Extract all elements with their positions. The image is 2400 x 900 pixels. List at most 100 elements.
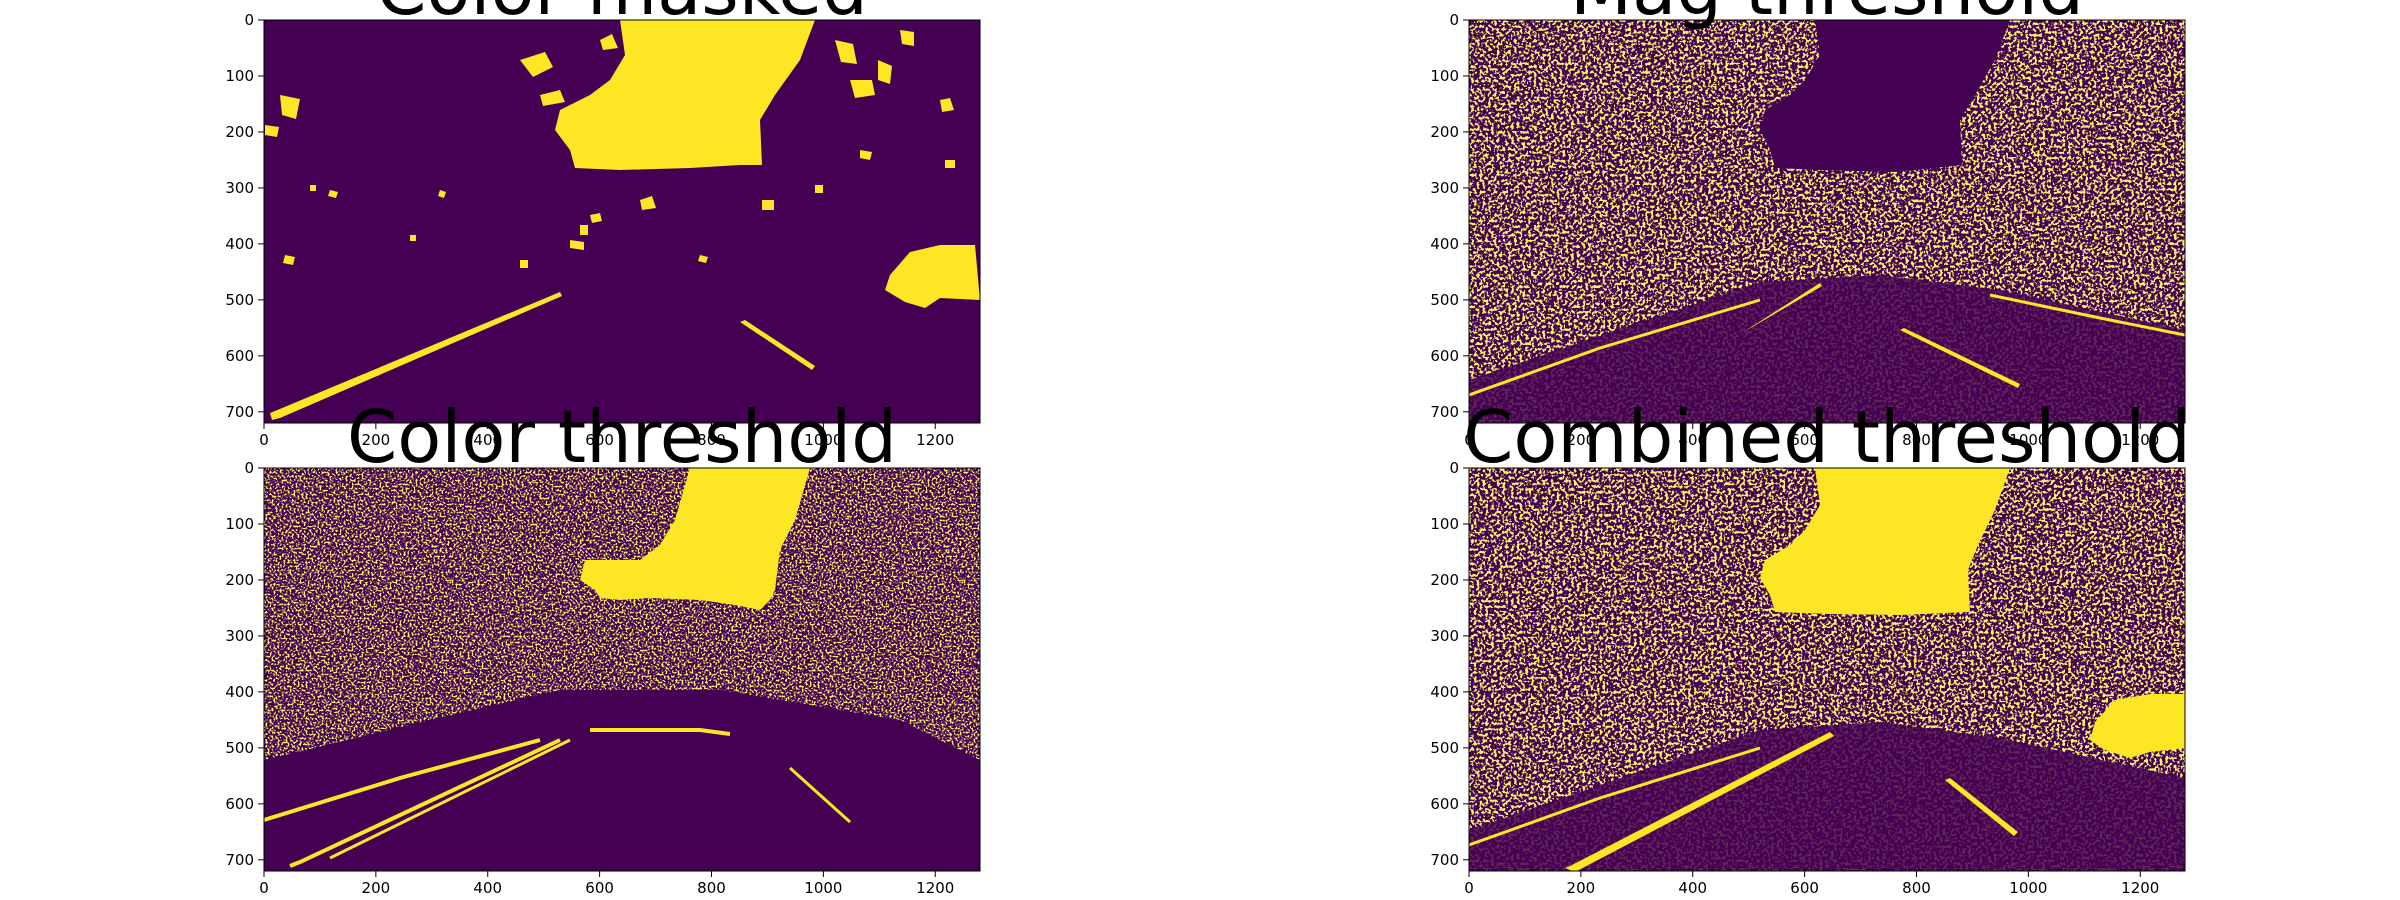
right-lane-line bbox=[788, 766, 852, 824]
panel-image-content bbox=[1469, 468, 2185, 871]
y-tick-label: 0 bbox=[244, 459, 254, 477]
x-tick-label: 1200 bbox=[916, 431, 954, 449]
x-tick-label: 1000 bbox=[2009, 431, 2047, 449]
x-tick-label: 600 bbox=[1790, 879, 1819, 897]
x-tick-label: 200 bbox=[1567, 431, 1596, 449]
y-tick-label: 300 bbox=[225, 179, 254, 197]
y-tick-label: 500 bbox=[225, 739, 254, 757]
y-tick-label: 0 bbox=[244, 11, 254, 29]
y-tick-label: 200 bbox=[225, 123, 254, 141]
right-lane-line bbox=[1945, 778, 2018, 836]
y-tick-label: 200 bbox=[1430, 123, 1459, 141]
panel-frame bbox=[1468, 19, 2186, 424]
x-tick-label: 1200 bbox=[2121, 431, 2159, 449]
panel-image-content bbox=[1469, 20, 2185, 423]
y-tick-label: 400 bbox=[1430, 235, 1459, 253]
road-region bbox=[1469, 722, 2185, 871]
x-tick-label: 200 bbox=[362, 431, 391, 449]
panel-image-content bbox=[264, 468, 980, 871]
y-tick-label: 500 bbox=[1430, 291, 1459, 309]
y-tick-label: 300 bbox=[1430, 627, 1459, 645]
x-axis: 0 200 400 600 800 1000 1200 bbox=[1464, 871, 2159, 897]
panel-combined-threshold: Combined threshold 0 200 400 600 800 1000 1200… bbox=[1430, 395, 2191, 897]
y-tick-label: 100 bbox=[225, 67, 254, 85]
road-edge-right bbox=[1989, 293, 2185, 337]
left-road-edge bbox=[264, 738, 541, 822]
right-lane-line bbox=[740, 320, 815, 370]
y-tick-label: 0 bbox=[1449, 459, 1459, 477]
x-tick-label: 1000 bbox=[804, 879, 842, 897]
car-region bbox=[885, 245, 980, 308]
y-tick-label: 500 bbox=[225, 291, 254, 309]
x-tick-label: 0 bbox=[1464, 879, 1474, 897]
x-axis: 0 200 400 600 800 1000 1200 bbox=[259, 871, 954, 897]
y-tick-label: 600 bbox=[225, 347, 254, 365]
sky-region bbox=[1760, 468, 2010, 615]
y-axis: 0 100 200 300 400 500 600 700 bbox=[1430, 11, 1469, 421]
x-tick-label: 800 bbox=[1902, 431, 1931, 449]
x-tick-label: 1000 bbox=[2009, 879, 2047, 897]
x-tick-label: 0 bbox=[259, 879, 269, 897]
x-tick-label: 800 bbox=[697, 431, 726, 449]
panel-title: Color masked bbox=[376, 0, 868, 31]
y-tick-label: 200 bbox=[1430, 571, 1459, 589]
x-tick-label: 1200 bbox=[2121, 879, 2159, 897]
y-tick-label: 600 bbox=[1430, 795, 1459, 813]
panel-mag-threshold: Mag threshold 0 200 400 600 800 1000 1200 0 100… bbox=[1430, 0, 2186, 449]
panel-title: Combined threshold bbox=[1463, 395, 2191, 479]
y-tick-label: 600 bbox=[1430, 347, 1459, 365]
y-tick-label: 700 bbox=[1430, 851, 1459, 869]
road-region bbox=[1469, 275, 2185, 423]
x-tick-label: 400 bbox=[473, 431, 502, 449]
left-lane-inner bbox=[329, 738, 571, 860]
x-tick-label: 400 bbox=[1678, 431, 1707, 449]
left-lane-line bbox=[1565, 732, 1834, 871]
x-tick-label: 600 bbox=[1790, 431, 1819, 449]
panel-title: Color threshold bbox=[347, 395, 897, 479]
panel-image-content bbox=[265, 20, 980, 420]
y-tick-label: 200 bbox=[225, 571, 254, 589]
y-tick-label: 400 bbox=[225, 235, 254, 253]
x-tick-label: 0 bbox=[1464, 431, 1474, 449]
x-tick-label: 200 bbox=[362, 879, 391, 897]
y-tick-label: 500 bbox=[1430, 739, 1459, 757]
panel-title: Mag threshold bbox=[1570, 0, 2084, 31]
x-tick-label: 400 bbox=[473, 879, 502, 897]
x-tick-label: 800 bbox=[1902, 879, 1931, 897]
x-tick-label: 1000 bbox=[804, 431, 842, 449]
x-tick-label: 800 bbox=[697, 879, 726, 897]
sky-region bbox=[1760, 20, 2010, 172]
road-region bbox=[264, 690, 980, 871]
y-tick-label: 600 bbox=[225, 795, 254, 813]
left-lane-line bbox=[289, 738, 561, 868]
panel-frame bbox=[1468, 467, 2186, 872]
panel-frame bbox=[263, 467, 981, 872]
x-axis: 0 200 400 600 800 1000 1200 bbox=[1464, 423, 2159, 449]
x-tick-label: 600 bbox=[585, 431, 614, 449]
left-lane-line bbox=[270, 292, 562, 420]
x-axis: 0 200 400 600 800 1000 1200 bbox=[259, 423, 954, 449]
sky-region bbox=[580, 468, 810, 610]
road-edge-left bbox=[1469, 298, 1761, 397]
y-tick-label: 100 bbox=[1430, 67, 1459, 85]
car-region bbox=[2090, 694, 2185, 758]
panel-color-masked: Color masked 0 200 400 600 800 1000 1200 0 100 2… bbox=[225, 0, 981, 449]
y-axis: 0 100 200 300 400 500 600 700 bbox=[1430, 459, 1469, 869]
road-edge-left bbox=[1469, 746, 1761, 847]
y-tick-label: 300 bbox=[1430, 179, 1459, 197]
x-tick-label: 600 bbox=[585, 879, 614, 897]
y-tick-label: 700 bbox=[225, 851, 254, 869]
panel-color-threshold: Color threshold 0 200 400 600 800 1000 1200 0 1… bbox=[225, 395, 981, 897]
horizon-line bbox=[590, 728, 731, 736]
x-tick-label: 1200 bbox=[916, 879, 954, 897]
sky-region bbox=[555, 20, 815, 170]
x-tick-label: 200 bbox=[1567, 879, 1596, 897]
x-tick-label: 400 bbox=[1678, 879, 1707, 897]
y-tick-label: 400 bbox=[1430, 683, 1459, 701]
y-tick-label: 400 bbox=[225, 683, 254, 701]
y-tick-label: 0 bbox=[1449, 11, 1459, 29]
left-lane-line bbox=[1730, 283, 1822, 340]
y-tick-label: 100 bbox=[1430, 515, 1459, 533]
y-tick-label: 100 bbox=[225, 515, 254, 533]
